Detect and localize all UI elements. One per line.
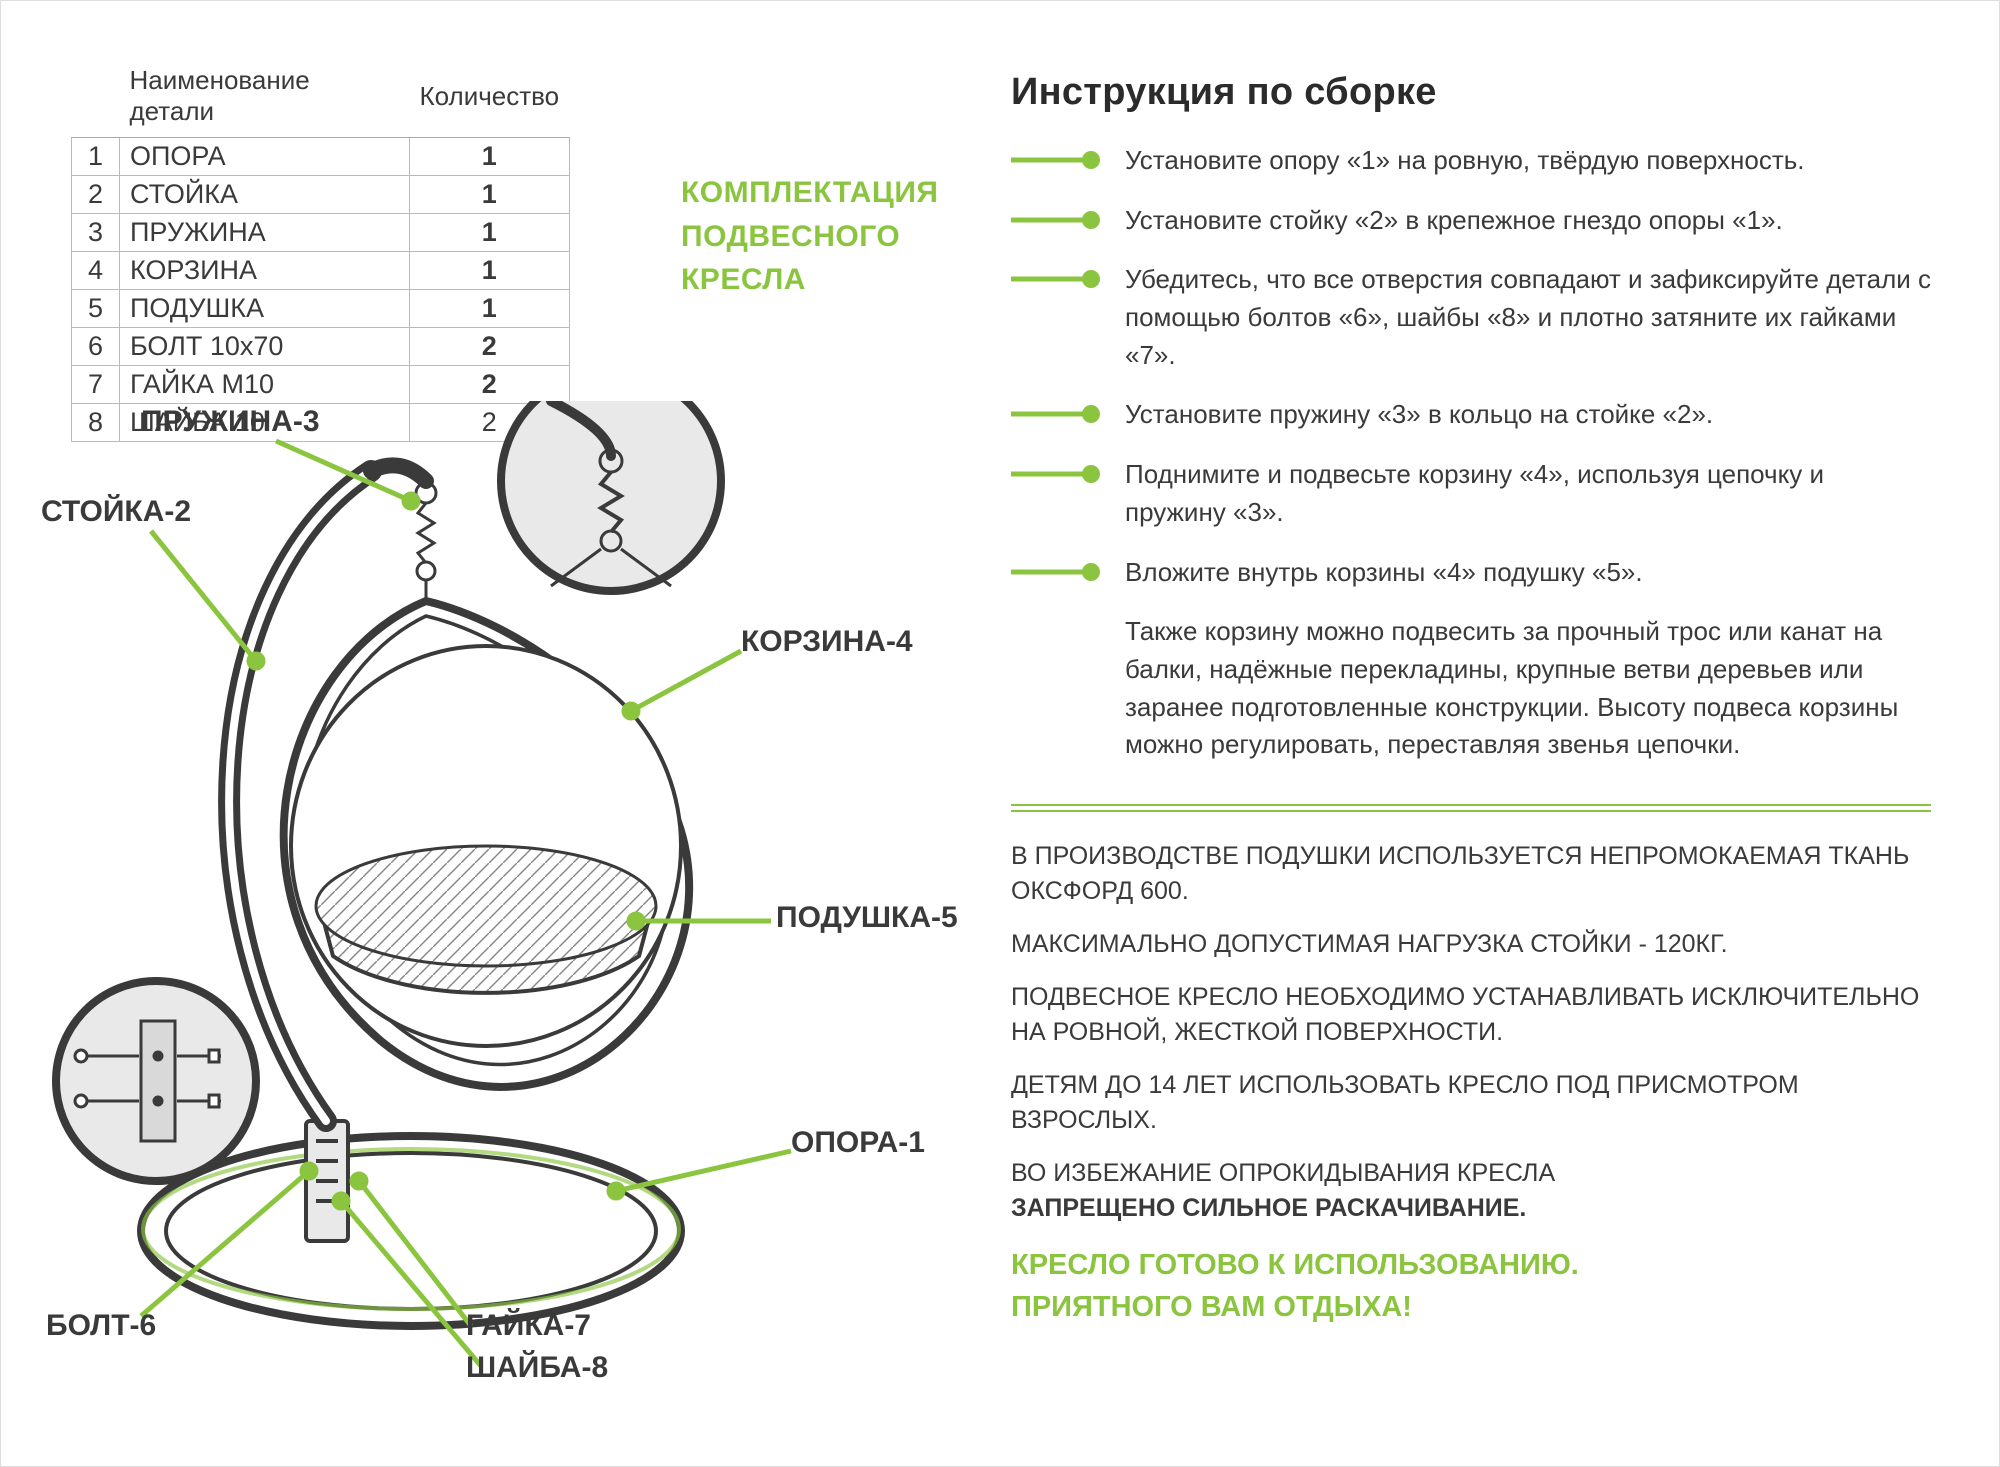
note-3: ПОДВЕСНОЕ КРЕСЛО НЕОБХОДИМО УСТАНАВЛИВАТ… xyxy=(1011,980,1931,1050)
col-name: Наименование детали xyxy=(120,61,410,138)
ready-message: КРЕСЛО ГОТОВО К ИСПОЛЬЗОВАНИЮ. ПРИЯТНОГО… xyxy=(1011,1244,1931,1328)
note-4: ДЕТЯМ ДО 14 ЛЕТ ИСПОЛЬЗОВАТЬ КРЕСЛО ПОД … xyxy=(1011,1068,1931,1138)
step-text: Установите пружину «3» в кольцо на стойк… xyxy=(1125,396,1713,434)
note-1: В ПРОИЗВОДСТВЕ ПОДУШКИ ИСПОЛЬЗУЕТСЯ НЕПР… xyxy=(1011,839,1931,909)
subtitle: КОМПЛЕКТАЦИЯ ПОДВЕСНОГО КРЕСЛА xyxy=(681,171,938,302)
ready-l2: ПРИЯТНОГО ВАМ ОТДЫХА! xyxy=(1011,1286,1931,1328)
label-washer: ШАЙБА-8 xyxy=(466,1351,608,1385)
table-row: 7ГАЙКА М102 xyxy=(72,366,570,404)
subtitle-l1: КОМПЛЕКТАЦИЯ xyxy=(681,171,938,215)
table-row: 4КОРЗИНА1 xyxy=(72,252,570,290)
assembly-diagram: ПРУЖИНА-3 СТОЙКА-2 КОРЗИНА-4 ПОДУШКА-5 О… xyxy=(41,401,941,1381)
step: Поднимите и подвесьте корзину «4», испол… xyxy=(1011,456,1931,531)
divider xyxy=(1011,799,1931,807)
safety-notes: В ПРОИЗВОДСТВЕ ПОДУШКИ ИСПОЛЬЗУЕТСЯ НЕПР… xyxy=(1011,839,1931,1226)
label-nut: ГАЙКА-7 xyxy=(466,1309,591,1343)
label-base: ОПОРА-1 xyxy=(791,1126,925,1160)
label-stand: СТОЙКА-2 xyxy=(41,495,191,529)
col-qty: Количество xyxy=(410,61,570,138)
step-text: Убедитесь, что все отверстия совпадают и… xyxy=(1125,261,1931,374)
instructions-title: Инструкция по сборке xyxy=(1011,71,1931,114)
table-row: 6БОЛТ 10x702 xyxy=(72,328,570,366)
subtitle-l3: КРЕСЛА xyxy=(681,258,938,302)
step-text: Установите опору «1» на ровную, твёрдую … xyxy=(1125,142,1805,180)
bullet-icon xyxy=(1011,404,1103,424)
table-row: 5ПОДУШКА1 xyxy=(72,290,570,328)
steps-list: Установите опору «1» на ровную, твёрдую … xyxy=(1011,142,1931,591)
table-row: 2СТОЙКА1 xyxy=(72,176,570,214)
subtitle-l2: ПОДВЕСНОГО xyxy=(681,215,938,259)
label-basket: КОРЗИНА-4 xyxy=(741,625,913,659)
col-num xyxy=(72,61,120,138)
parts-table: Наименование детали Количество 1ОПОРА12С… xyxy=(71,61,570,442)
step-text: Установите стойку «2» в крепежное гнездо… xyxy=(1125,202,1783,240)
bullet-icon xyxy=(1011,562,1103,582)
step: Вложите внутрь корзины «4» подушку «5». xyxy=(1011,554,1931,592)
step-text: Поднимите и подвесьте корзину «4», испол… xyxy=(1125,456,1931,531)
note-2: МАКСИМАЛЬНО ДОПУСТИМАЯ НАГРУЗКА СТОЙКИ -… xyxy=(1011,927,1931,962)
step: Убедитесь, что все отверстия совпадают и… xyxy=(1011,261,1931,374)
step: Установите стойку «2» в крепежное гнездо… xyxy=(1011,202,1931,240)
step: Установите опору «1» на ровную, твёрдую … xyxy=(1011,142,1931,180)
label-cushion: ПОДУШКА-5 xyxy=(776,901,958,935)
label-bolt: БОЛТ-6 xyxy=(46,1309,156,1343)
label-spring: ПРУЖИНА-3 xyxy=(141,405,320,439)
extra-note: Также корзину можно подвесить за прочный… xyxy=(1125,613,1931,764)
bullet-icon xyxy=(1011,464,1103,484)
note-5: ВО ИЗБЕЖАНИЕ ОПРОКИДЫВАНИЯ КРЕСЛА ЗАПРЕЩ… xyxy=(1011,1156,1931,1226)
step: Установите пружину «3» в кольцо на стойк… xyxy=(1011,396,1931,434)
ready-l1: КРЕСЛО ГОТОВО К ИСПОЛЬЗОВАНИЮ. xyxy=(1011,1244,1931,1286)
step-text: Вложите внутрь корзины «4» подушку «5». xyxy=(1125,554,1643,592)
bullet-icon xyxy=(1011,150,1103,170)
table-row: 1ОПОРА1 xyxy=(72,138,570,176)
bullet-icon xyxy=(1011,210,1103,230)
bullet-icon xyxy=(1011,269,1103,289)
table-row: 3ПРУЖИНА1 xyxy=(72,214,570,252)
